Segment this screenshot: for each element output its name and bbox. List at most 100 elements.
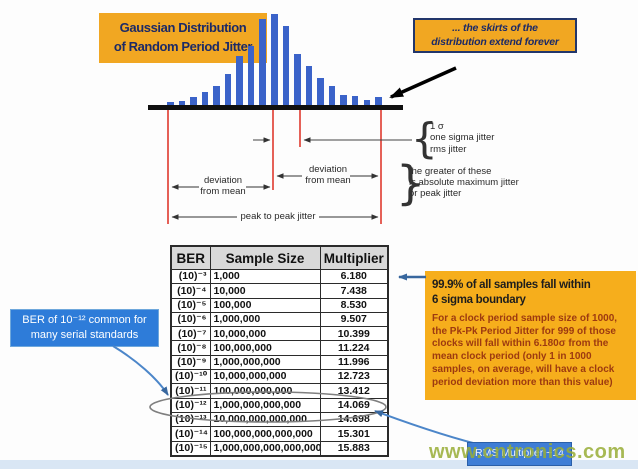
ber-cell: (10)⁻¹² <box>170 397 211 413</box>
gaussian-title: Gaussian Distribution of Random Period J… <box>113 20 253 54</box>
deviation-from-mean-right-label: deviation from mean <box>305 164 351 186</box>
greater-of-these-labels: the greater of these is absolute maximum… <box>409 166 519 199</box>
table-row: (10)⁻⁴ 10,000 7.438 <box>170 283 389 299</box>
histogram-bar <box>259 19 266 106</box>
ber-cell: (10)⁻⁷ <box>170 326 211 342</box>
ber-cell: (10)⁻¹³ <box>170 411 211 428</box>
watermark: www.cntronics.com <box>429 441 626 463</box>
skirts-arrow-icon <box>389 66 457 99</box>
histogram-bar <box>363 100 371 106</box>
greater-line: or peak jitter <box>409 188 462 199</box>
bottom-strip <box>0 460 638 469</box>
histogram-bar <box>305 66 313 106</box>
one-sigma-labels: 1 σ one sigma jitter rms jitter <box>430 121 494 155</box>
sample-size-cell: 100,000,000,000 <box>209 383 321 399</box>
table-row: (10)⁻¹¹ 100,000,000,000 13.412 <box>170 383 389 399</box>
histogram-bar <box>375 97 382 106</box>
brace-open-icon: { <box>411 114 438 163</box>
histogram-bar <box>271 14 278 106</box>
header-ber: BER <box>170 245 211 270</box>
multiplier-cell: 6.180 <box>319 268 389 285</box>
sample-size-cell: 100,000,000 <box>209 340 321 356</box>
histogram-bar <box>201 92 209 106</box>
one-sigma-line: 1 σ <box>430 121 444 132</box>
multiplier-cell: 15.883 <box>319 440 389 457</box>
peak-to-peak-label: peak to peak jitter <box>240 211 316 222</box>
histogram-bar <box>317 78 324 106</box>
sample-size-cell: 10,000,000,000,000 <box>209 411 321 428</box>
six-sigma-heading: 99.9% of all samples fall within 6 sigma… <box>432 279 591 306</box>
multiplier-cell: 11.224 <box>319 340 389 356</box>
histogram-bar <box>178 101 186 106</box>
histogram-bar <box>224 74 232 106</box>
ber-multiplier-table: BER Sample Size Multiplier (10)⁻³ 1,000 … <box>170 245 389 457</box>
histogram-bar <box>340 95 347 106</box>
ber-cell: (10)⁻¹¹ <box>170 383 211 399</box>
skirts-note-box: ... the skirts of the distribution exten… <box>413 18 577 53</box>
header-sample-size: Sample Size <box>209 245 321 270</box>
rms-multiplier-callout: RMS Multiplier ~14 <box>467 442 572 466</box>
gaussian-title-box: Gaussian Distribution of Random Period J… <box>99 13 267 63</box>
multiplier-cell: 14.698 <box>319 411 389 428</box>
sample-size-cell: 1,000,000,000,000,000 <box>209 440 321 457</box>
table-row: (10)⁻⁹ 1,000,000,000 11.996 <box>170 354 389 371</box>
table-row: (10)⁻⁷ 10,000,000 10.399 <box>170 326 389 342</box>
header-multiplier: Multiplier <box>319 245 389 270</box>
multiplier-cell: 9.507 <box>319 311 389 328</box>
deviation-from-mean-left-label: deviation from mean <box>200 175 246 197</box>
ber-cell: (10)⁻¹⁵ <box>170 440 211 457</box>
multiplier-cell: 15.301 <box>319 426 389 442</box>
histogram <box>167 14 383 106</box>
one-sigma-line: one sigma jitter <box>430 132 495 144</box>
table-header-row: BER Sample Size Multiplier <box>170 245 389 270</box>
ber-cell: (10)⁻⁸ <box>170 340 211 356</box>
histogram-bar <box>167 102 174 106</box>
ber-cell: (10)⁻¹⁰ <box>170 369 211 385</box>
table-row: (10)⁻¹⁰ 10,000,000,000 12.723 <box>170 369 389 385</box>
sample-size-cell: 10,000,000,000 <box>209 369 321 385</box>
sample-size-cell: 1,000,000 <box>209 311 321 328</box>
sample-size-cell: 100,000,000,000,000 <box>209 426 321 442</box>
histogram-bar <box>247 46 255 106</box>
greater-line: the greater of these <box>409 166 492 177</box>
sample-size-cell: 1,000 <box>209 268 321 285</box>
histogram-bar <box>236 56 243 106</box>
table-row: (10)⁻⁸ 100,000,000 11.224 <box>170 340 389 356</box>
six-sigma-callout: 99.9% of all samples fall within 6 sigma… <box>425 271 636 400</box>
sample-size-cell: 1,000,000,000 <box>209 354 321 371</box>
multiplier-cell: 7.438 <box>319 283 389 299</box>
sample-size-cell: 1,000,000,000,000 <box>209 397 321 413</box>
multiplier-cell: 12.723 <box>319 369 389 385</box>
table-row: (10)⁻⁶ 1,000,000 9.507 <box>170 311 389 328</box>
table-row: (10)⁻¹⁵ 1,000,000,000,000,000 15.883 <box>170 440 389 457</box>
ber-cell: (10)⁻⁵ <box>170 297 211 313</box>
table-row: (10)⁻¹² 1,000,000,000,000 14.069 <box>170 397 389 413</box>
ber-cell: (10)⁻³ <box>170 268 211 285</box>
histogram-bar <box>351 96 359 106</box>
multiplier-cell: 14.069 <box>319 397 389 413</box>
table-row: (10)⁻⁵ 100,000 8.530 <box>170 297 389 313</box>
table-row: (10)⁻¹⁴ 100,000,000,000,000 15.301 <box>170 426 389 442</box>
table-body: (10)⁻³ 1,000 6.180 (10)⁻⁴ 10,000 7.438 (… <box>170 268 389 457</box>
table-row: (10)⁻¹³ 10,000,000,000,000 14.698 <box>170 411 389 428</box>
multiplier-cell: 13.412 <box>319 383 389 399</box>
sample-size-cell: 10,000 <box>209 283 321 299</box>
skirts-note: ... the skirts of the distribution exten… <box>431 21 559 48</box>
sample-size-cell: 10,000,000 <box>209 326 321 342</box>
histogram-bar <box>190 97 197 106</box>
ber-cell: (10)⁻⁹ <box>170 354 211 371</box>
ber-common-arrow-icon <box>112 345 169 396</box>
histogram-bar <box>294 54 301 106</box>
rms-multiplier-text: RMS Multiplier ~14 <box>475 447 564 459</box>
ber-common-text: BER of 10⁻¹² common for many serial stan… <box>22 314 147 341</box>
ber-common-callout: BER of 10⁻¹² common for many serial stan… <box>10 309 159 347</box>
ber-cell: (10)⁻⁴ <box>170 283 211 299</box>
histogram-bar <box>328 86 336 106</box>
multiplier-cell: 8.530 <box>319 297 389 313</box>
multiplier-cell: 11.996 <box>319 354 389 371</box>
sample-size-cell: 100,000 <box>209 297 321 313</box>
brace-close-icon: } <box>396 156 426 210</box>
ber-cell: (10)⁻¹⁴ <box>170 426 211 442</box>
histogram-bar <box>282 26 290 106</box>
